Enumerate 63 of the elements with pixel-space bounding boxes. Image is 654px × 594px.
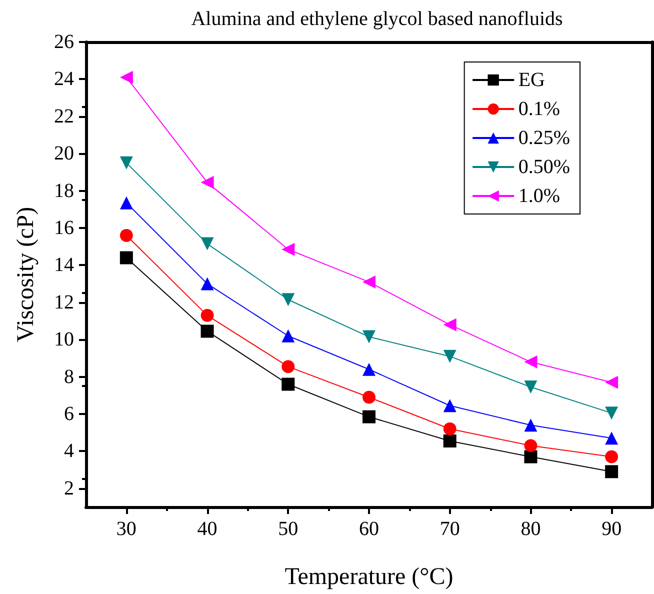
- legend-label: EG: [518, 69, 546, 91]
- y-tick-label: 4: [64, 440, 74, 462]
- y-axis-title: Viscosity (cP): [13, 206, 39, 342]
- y-tick-label: 18: [54, 180, 74, 202]
- point: [282, 293, 295, 306]
- point: [362, 330, 376, 344]
- point: [362, 362, 376, 376]
- legend-label: 0.1%: [518, 98, 560, 120]
- y-tick-label: 10: [54, 328, 74, 351]
- point: [605, 406, 618, 420]
- point: [524, 355, 538, 368]
- y-tick-label: 8: [64, 366, 74, 388]
- x-tick-label: 80: [520, 518, 541, 540]
- point: [443, 434, 456, 448]
- y-tick-label: 12: [54, 291, 74, 314]
- x-tick-label: 40: [197, 518, 218, 540]
- point: [362, 390, 376, 404]
- point: [443, 399, 456, 412]
- point: [524, 450, 538, 464]
- y-tick-label: 24: [54, 68, 74, 90]
- y-tick-label: 16: [54, 217, 74, 239]
- x-tick-label: 30: [116, 518, 136, 540]
- point: [524, 439, 538, 452]
- point: [120, 70, 133, 84]
- point: [282, 360, 295, 374]
- chart-title: Alumina and ethylene glycol based nanofluids: [191, 8, 563, 30]
- point: [443, 318, 456, 332]
- x-tick-label: 50: [278, 518, 298, 540]
- point: [524, 418, 538, 432]
- point: [605, 432, 618, 445]
- point: [524, 380, 538, 394]
- point: [120, 251, 133, 264]
- legend-label: 1.0%: [518, 185, 560, 207]
- legend-label: 0.50%: [518, 156, 570, 178]
- point: [200, 324, 214, 338]
- point: [200, 308, 214, 322]
- point: [362, 275, 376, 288]
- point: [443, 422, 456, 436]
- x-tick-label: 70: [440, 518, 460, 540]
- point: [605, 376, 618, 389]
- x-tick-label: 60: [359, 518, 379, 540]
- y-tick-label: 6: [64, 403, 74, 425]
- point: [120, 228, 133, 242]
- y-tick-label: 22: [54, 105, 74, 128]
- point: [605, 450, 618, 464]
- point: [443, 350, 456, 363]
- y-tick-label: 14: [54, 254, 74, 276]
- y-tick-label: 2: [64, 477, 74, 500]
- x-axis-title: Temperature (°C): [284, 564, 454, 590]
- point: [200, 237, 214, 250]
- point: [200, 176, 214, 189]
- point: [200, 277, 214, 290]
- point: [282, 242, 295, 256]
- point: [120, 196, 133, 210]
- y-tick-label: 26: [54, 31, 74, 53]
- point: [282, 378, 295, 391]
- point: [362, 410, 376, 424]
- point: [282, 329, 295, 342]
- y-tick-label: 20: [54, 142, 74, 165]
- point: [120, 156, 133, 170]
- x-tick-label: 90: [602, 518, 622, 540]
- legend-label: 0.25%: [518, 127, 570, 149]
- point: [605, 465, 618, 478]
